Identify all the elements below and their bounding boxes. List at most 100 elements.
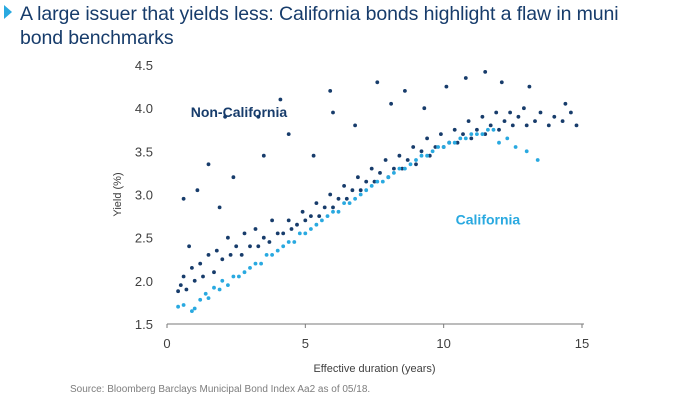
data-point: [190, 309, 194, 313]
data-point: [309, 214, 313, 219]
data-point: [358, 192, 363, 197]
data-point: [176, 289, 181, 294]
data-point: [497, 140, 501, 145]
data-point: [458, 136, 463, 141]
data-point: [214, 248, 219, 253]
data-point: [212, 285, 216, 290]
data-point: [436, 145, 440, 149]
data-point: [463, 76, 468, 80]
data-point: [569, 110, 573, 115]
data-point: [267, 240, 272, 244]
data-point: [178, 283, 183, 287]
data-point: [499, 80, 504, 85]
data-point: [414, 158, 418, 162]
data-point: [510, 123, 515, 128]
data-point: [378, 171, 382, 175]
data-point: [427, 153, 432, 158]
source-note: Source: Bloomberg Barclays Municipal Bon…: [70, 384, 371, 395]
data-point: [430, 149, 435, 154]
data-point: [353, 123, 357, 128]
data-point: [369, 166, 374, 171]
data-point: [206, 296, 211, 300]
y-tick-label: 2.0: [135, 274, 153, 289]
data-point: [331, 205, 335, 210]
data-point: [201, 274, 205, 279]
data-point: [397, 153, 402, 158]
data-point: [486, 127, 490, 132]
data-point: [441, 145, 446, 149]
data-point: [264, 253, 269, 257]
data-point: [303, 218, 308, 223]
data-point: [253, 227, 258, 231]
scatter-chart: 0 5 10 15 1.5 2.0 2.5 3.0 3.5 4.0 4.5 Effective du…: [112, 58, 589, 375]
data-point: [217, 205, 222, 210]
data-point: [342, 184, 346, 188]
data-point: [217, 287, 222, 292]
data-point: [344, 196, 349, 201]
data-point: [372, 179, 377, 184]
data-point: [533, 119, 537, 123]
data-point: [331, 110, 335, 115]
data-point: [375, 179, 380, 184]
data-point: [176, 304, 181, 309]
data-point: [353, 196, 357, 201]
data-point: [444, 84, 449, 89]
data-point: [356, 175, 360, 180]
data-point: [483, 132, 488, 137]
data-point: [223, 114, 228, 119]
data-point: [546, 123, 551, 128]
data-point: [248, 266, 252, 270]
data-point: [184, 287, 189, 292]
data-point: [198, 297, 203, 302]
data-point: [522, 106, 526, 111]
data-point: [322, 205, 327, 210]
data-point: [419, 153, 424, 158]
data-point: [275, 248, 280, 253]
data-point: [270, 218, 274, 223]
x-axis-label: Effective duration (years): [313, 363, 435, 375]
data-point: [403, 166, 407, 171]
series-label-california: California: [456, 212, 521, 228]
data-point: [392, 171, 396, 175]
data-point: [389, 101, 393, 106]
data-point: [475, 132, 479, 137]
data-point: [463, 136, 468, 141]
data-point: [328, 192, 333, 197]
data-point: [261, 153, 266, 158]
data-point: [403, 89, 407, 93]
x-tick-label: 0: [163, 336, 170, 351]
data-point: [220, 278, 225, 283]
data-point: [405, 158, 410, 162]
data-point: [375, 80, 380, 85]
data-point: [397, 166, 402, 171]
data-point: [314, 222, 319, 227]
data-point: [433, 145, 438, 149]
y-tick-label: 4.0: [135, 101, 153, 116]
data-point: [508, 110, 512, 115]
data-point: [220, 257, 225, 262]
data-point: [314, 201, 319, 206]
chart-title: A large issuer that yields less: Califor…: [20, 3, 619, 49]
data-point: [292, 240, 297, 244]
data-point: [364, 179, 369, 184]
data-point: [364, 188, 369, 193]
data-point: [190, 266, 194, 270]
data-point: [192, 278, 197, 283]
data-point: [425, 153, 429, 158]
data-point: [480, 114, 485, 119]
x-tick-label: 15: [575, 336, 589, 351]
data-point: [342, 201, 346, 206]
data-point: [552, 114, 557, 119]
data-point: [336, 209, 341, 214]
y-tick-label: 1.5: [135, 317, 153, 332]
data-point: [491, 127, 496, 132]
x-tick-label: 10: [436, 336, 450, 351]
data-point: [513, 145, 518, 149]
data-point: [281, 244, 286, 249]
data-point: [198, 261, 203, 266]
data-point: [248, 244, 252, 249]
data-point: [289, 227, 294, 231]
data-point: [181, 274, 186, 279]
data-point: [461, 132, 465, 137]
data-point: [256, 244, 261, 249]
